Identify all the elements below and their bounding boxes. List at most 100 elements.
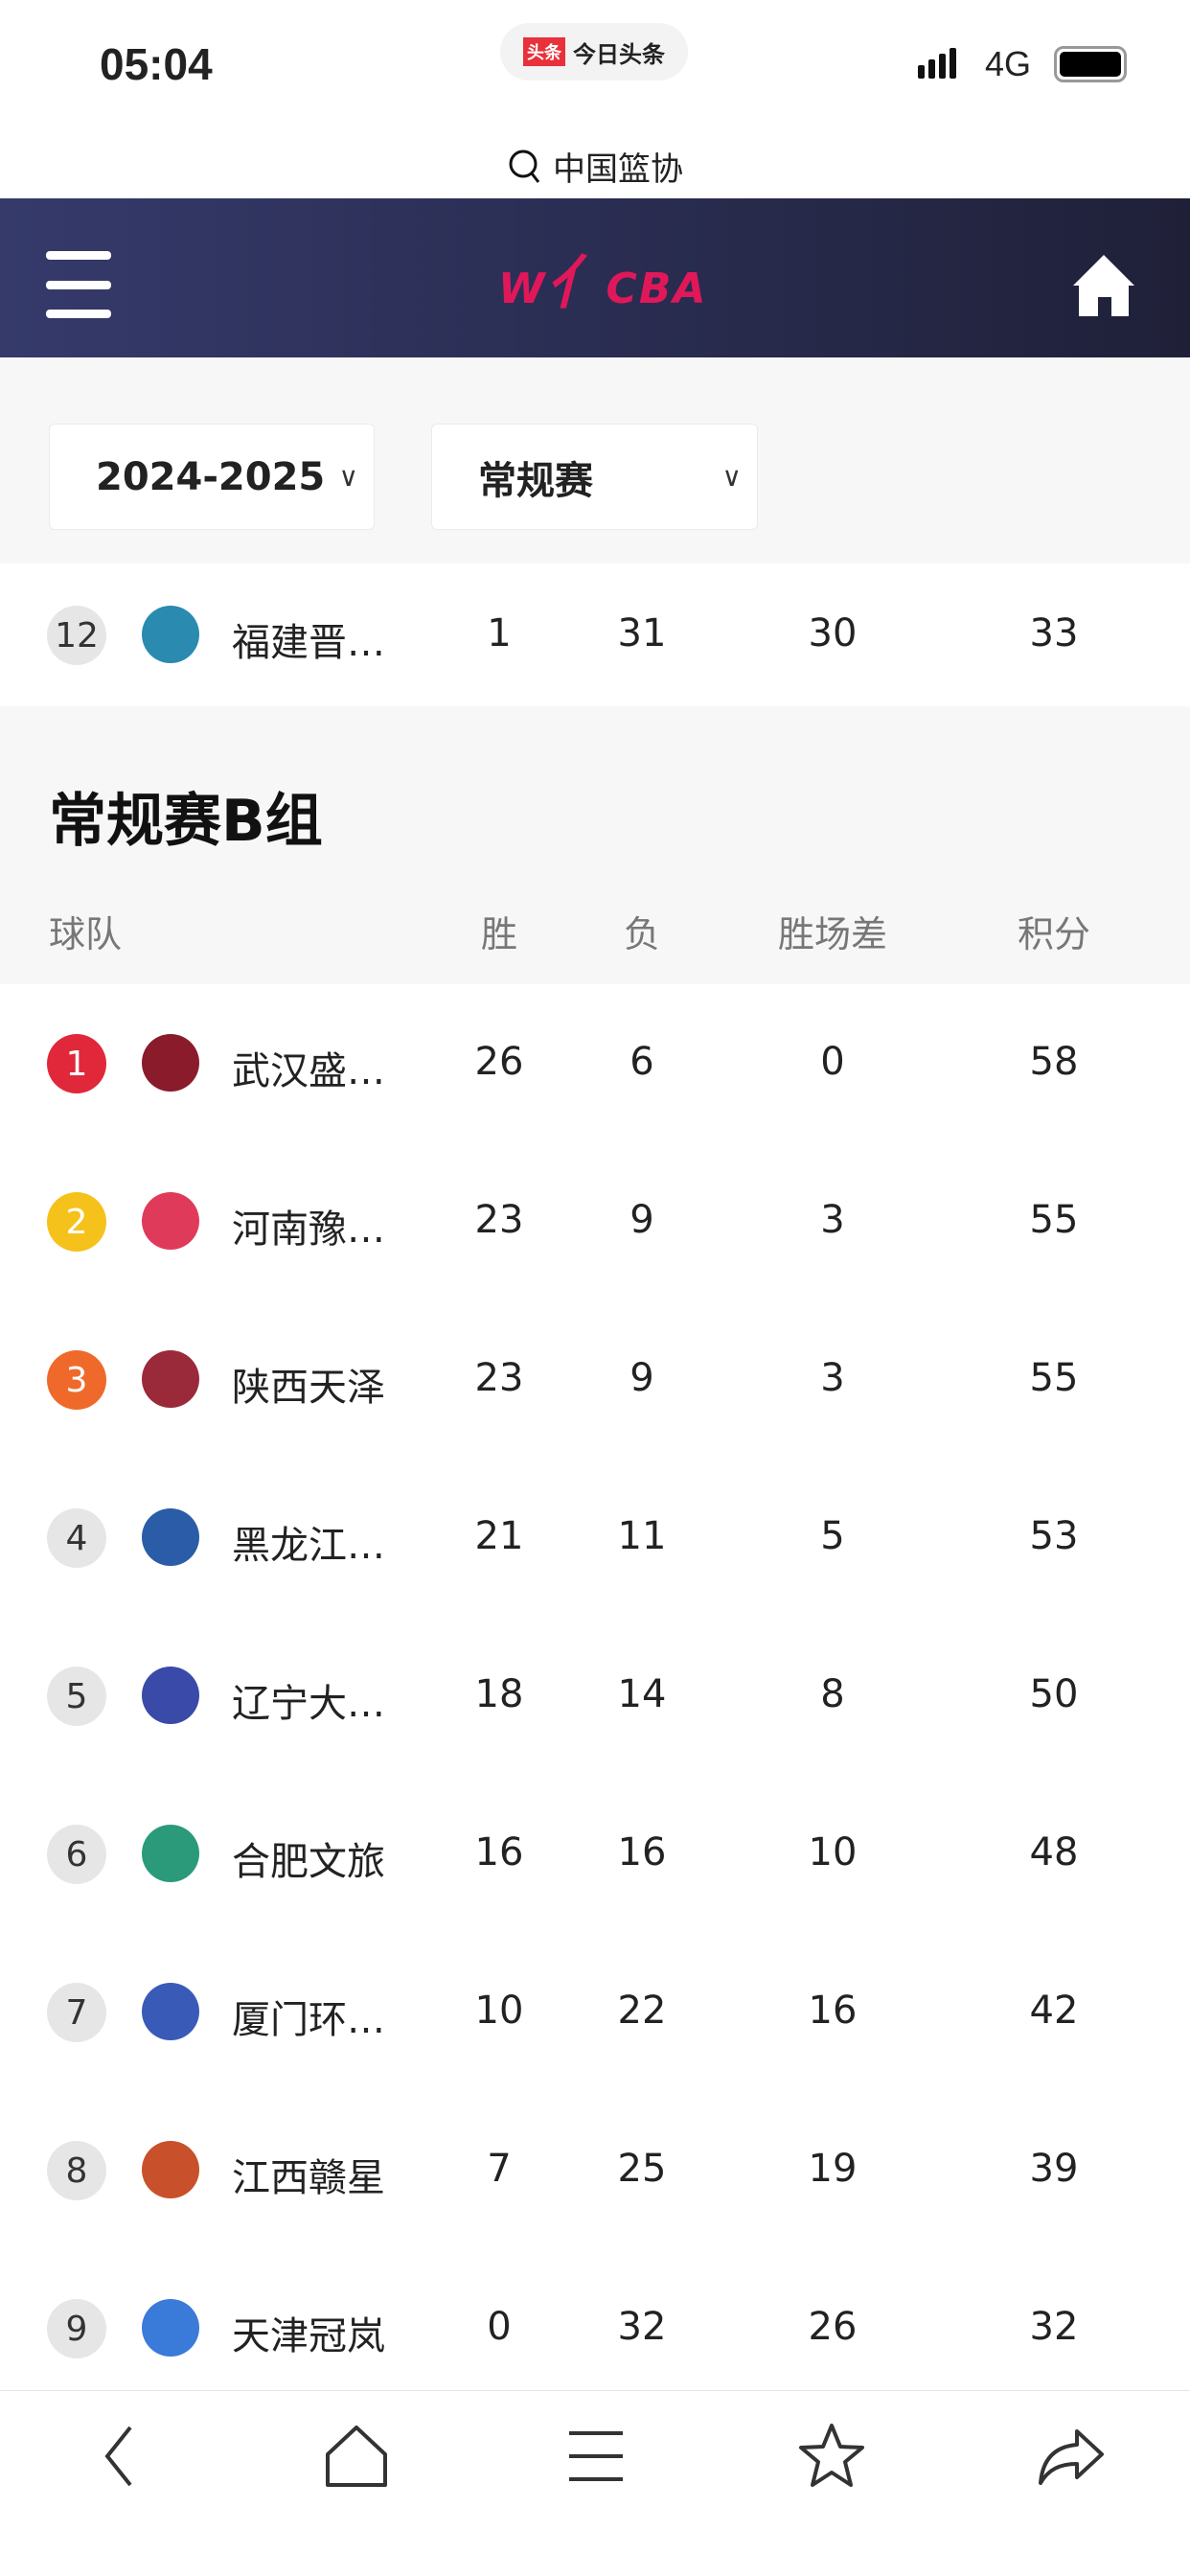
rank-badge: 1 [47, 1034, 106, 1093]
app-name: 今日头条 [573, 40, 665, 68]
points: 55 [1029, 1198, 1079, 1242]
app-badge: 头条 [523, 37, 565, 66]
search-bar[interactable]: 中国篮协 [0, 134, 1190, 198]
team-logo [142, 1350, 199, 1408]
wins: 23 [474, 1356, 524, 1400]
games-behind: 30 [808, 611, 858, 656]
losses: 6 [629, 1040, 654, 1084]
wins: 26 [474, 1040, 524, 1084]
team-name: 福建晋… [232, 621, 385, 665]
col-team: 球队 [49, 913, 123, 955]
signal-icon [918, 48, 956, 79]
wins: 21 [474, 1514, 524, 1558]
team-name: 辽宁大… [232, 1682, 385, 1726]
points: 33 [1029, 611, 1079, 656]
network-type: 4G [985, 44, 1032, 83]
rank-badge: 2 [47, 1192, 106, 1252]
table-row[interactable]: 5 辽宁大… 18 14 8 50 [0, 1617, 1190, 1775]
table-row[interactable]: 3 陕西天泽 23 9 3 55 [0, 1300, 1190, 1459]
team-logo [142, 1825, 199, 1882]
wins: 7 [487, 2147, 512, 2191]
rank-badge: 9 [47, 2299, 106, 2358]
rank-badge: 12 [47, 606, 106, 665]
star-icon[interactable] [793, 2418, 870, 2495]
hamburger-icon[interactable] [46, 251, 111, 318]
losses: 32 [617, 2305, 667, 2349]
points: 53 [1029, 1514, 1079, 1558]
games-behind: 3 [820, 1198, 845, 1242]
col-points: 积分 [1017, 913, 1090, 955]
search-query: 中国篮协 [553, 150, 683, 189]
battery-icon [1054, 46, 1127, 82]
points: 50 [1029, 1672, 1079, 1716]
games-behind: 0 [820, 1040, 845, 1084]
losses: 25 [617, 2147, 667, 2191]
table-row[interactable]: 2 河南豫… 23 9 3 55 [0, 1142, 1190, 1300]
site-header: W⺅CBA [0, 198, 1190, 357]
table-row[interactable]: 12 福建晋… 1 31 30 33 [0, 564, 1190, 706]
team-logo [142, 1667, 199, 1724]
team-name: 天津冠岚 [232, 2314, 385, 2358]
home-icon[interactable] [1071, 251, 1136, 318]
share-icon[interactable] [1033, 2418, 1110, 2495]
points: 48 [1029, 1830, 1079, 1874]
stage-dropdown[interactable]: 常规赛 ∨ [431, 424, 758, 530]
points: 55 [1029, 1356, 1079, 1400]
team-name: 江西赣星 [232, 2156, 385, 2200]
col-wins: 胜 [480, 913, 517, 955]
team-name: 厦门环… [232, 1998, 385, 2042]
menu-icon[interactable] [558, 2418, 634, 2495]
chevron-down-icon: ∨ [338, 461, 359, 493]
col-losses: 负 [623, 913, 660, 955]
table-row[interactable]: 1 武汉盛… 26 6 0 58 [0, 984, 1190, 1142]
table-row[interactable]: 4 黑龙江… 21 11 5 53 [0, 1459, 1190, 1617]
table-row[interactable]: 6 合肥文旅 16 16 10 48 [0, 1775, 1190, 1933]
games-behind: 5 [820, 1514, 845, 1558]
losses: 9 [629, 1356, 654, 1400]
wins: 16 [474, 1830, 524, 1874]
games-behind: 16 [808, 1989, 858, 2033]
table-row[interactable]: 8 江西赣星 7 25 19 39 [0, 2091, 1190, 2249]
points: 58 [1029, 1040, 1079, 1084]
team-logo [142, 1983, 199, 2040]
rank-badge: 5 [47, 1667, 106, 1726]
team-name: 陕西天泽 [232, 1366, 385, 1410]
points: 32 [1029, 2305, 1079, 2349]
season-dropdown[interactable]: 2024-2025 ∨ [49, 424, 375, 530]
losses: 14 [617, 1672, 667, 1716]
games-behind: 8 [820, 1672, 845, 1716]
team-logo [142, 2141, 199, 2198]
wcba-logo[interactable]: W⺅CBA [498, 250, 708, 317]
home-icon[interactable] [318, 2418, 395, 2495]
table-row[interactable]: 7 厦门环… 10 22 16 42 [0, 1933, 1190, 2091]
team-logo [142, 1034, 199, 1092]
clock: 05:04 [100, 39, 213, 89]
wins: 18 [474, 1672, 524, 1716]
team-logo [142, 1192, 199, 1250]
losses: 9 [629, 1198, 654, 1242]
group-title: 常规赛B组 [49, 788, 323, 855]
rank-badge: 6 [47, 1825, 106, 1884]
wins: 0 [487, 2305, 512, 2349]
app-indicator[interactable]: 头条 今日头条 [500, 23, 688, 80]
games-behind: 10 [808, 1830, 858, 1874]
team-name: 河南豫… [232, 1208, 385, 1252]
season-value: 2024-2025 [96, 454, 326, 499]
rank-badge: 7 [47, 1983, 106, 2042]
team-logo [142, 606, 199, 663]
losses: 31 [617, 611, 667, 656]
rank-badge: 3 [47, 1350, 106, 1410]
back-icon[interactable] [80, 2418, 157, 2495]
team-logo [142, 2299, 199, 2357]
games-behind: 19 [808, 2147, 858, 2191]
games-behind: 3 [820, 1356, 845, 1400]
search-icon [509, 150, 540, 183]
stage-value: 常规赛 [478, 458, 593, 503]
rank-badge: 8 [47, 2141, 106, 2200]
table-row[interactable]: 9 天津冠岚 0 32 26 32 [0, 2249, 1190, 2407]
points: 42 [1029, 1989, 1079, 2033]
rank-badge: 4 [47, 1508, 106, 1568]
wins: 10 [474, 1989, 524, 2033]
losses: 16 [617, 1830, 667, 1874]
losses: 22 [617, 1989, 667, 2033]
